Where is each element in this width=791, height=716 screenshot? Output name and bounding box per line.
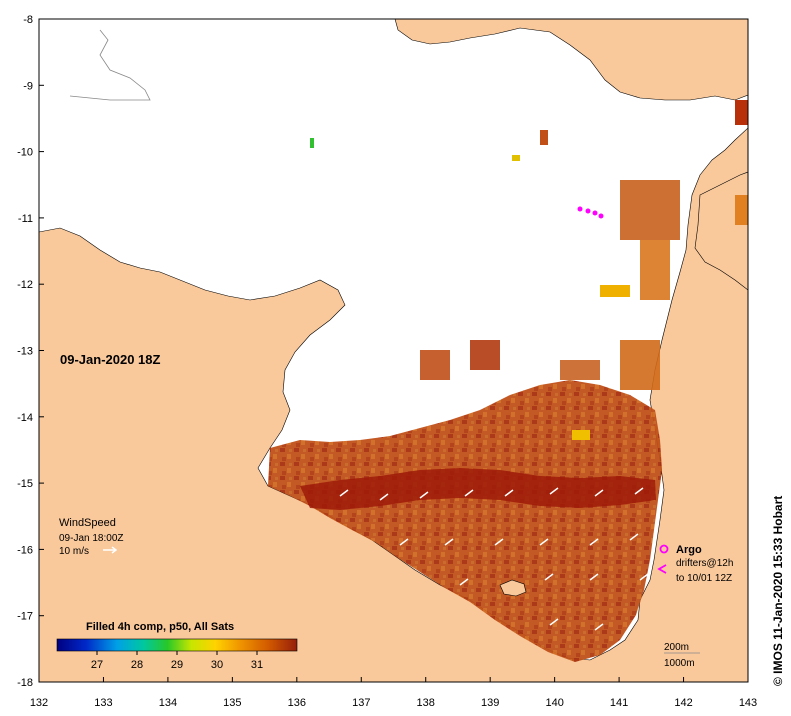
sst-hot-band [300,468,656,510]
y-tick-label: -14 [17,412,33,424]
drifters-time: to 10/01 12Z [676,573,732,584]
contour-label-1000: 1000m [664,658,695,669]
x-tick-label: 136 [288,697,306,709]
bathymetry-contour [69,29,151,101]
y-tick-label: -18 [17,677,33,689]
x-tick-label: 139 [481,697,499,709]
argo-label: Argo [676,544,702,556]
y-tick-label: -10 [17,147,33,159]
x-tick-label: 140 [545,697,563,709]
argo-marker-icon [659,544,669,554]
y-tick-label: -15 [17,478,33,490]
wind-arrows [339,487,649,631]
y-tick-label: -11 [18,213,33,225]
x-tick-label: 141 [610,697,628,709]
x-tick-label: 133 [94,697,112,709]
colorbar-tick-label: 29 [171,659,183,671]
colorbar-tick-label: 28 [131,659,143,671]
x-tick-label: 135 [223,697,241,709]
timestamp-label: 09-Jan-2020 18Z [60,352,161,367]
x-tick-label: 137 [352,697,370,709]
colorbar-tick-label: 30 [211,659,223,671]
credit-text: © IMOS 11-Jan-2020 15:33 Hobart [771,496,785,686]
x-tick-label: 142 [674,697,692,709]
x-axis: 132 133 134 135 136 137 138 139 140 141 142 143 [30,677,757,709]
sst-scattered-patches [310,100,748,440]
wind-scale-arrowhead [111,546,118,554]
contour-label-200: 200m [664,642,689,653]
colorbar-ticks: 27 28 29 30 31 [91,651,263,671]
y-tick-label: -9 [23,80,33,92]
land-mass-west [39,127,748,682]
land-mass-north [394,19,748,101]
drifters-label: drifters@12h [676,558,733,569]
y-tick-label: -12 [17,279,33,291]
x-tick-label: 143 [739,697,757,709]
wind-time: 09-Jan 18:00Z [59,533,124,544]
y-tick-label: -8 [23,14,33,26]
drifter-track [577,206,604,219]
y-axis: -8 -9 -10 -11 -12 -13 -14 -15 -16 -17 -18 [17,14,44,689]
y-tick-label: -13 [17,346,33,358]
sst-swath [268,380,662,662]
colorbar [56,638,298,652]
wind-scale: 10 m/s [59,546,89,557]
y-tick-label: -17 [17,611,33,623]
legend-title: Filled 4h comp, p50, All Sats [86,621,234,633]
x-tick-label: 132 [30,697,48,709]
drifter-marker-icon [657,564,667,574]
x-tick-label: 138 [417,697,435,709]
island-mornington [499,579,527,597]
colorbar-tick-label: 31 [251,659,263,671]
colorbar-tick-label: 27 [91,659,103,671]
y-tick-label: -16 [17,544,33,556]
wind-title: WindSpeed [59,517,116,529]
land-mass-east [694,171,748,291]
x-tick-label: 134 [159,697,177,709]
